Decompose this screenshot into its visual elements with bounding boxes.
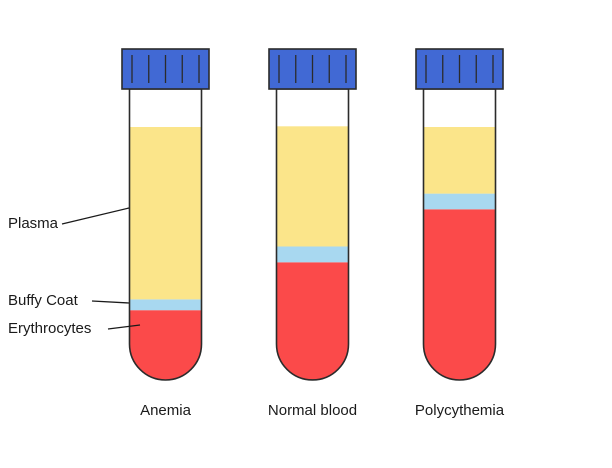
svg-text:Plasma: Plasma: [8, 215, 59, 232]
svg-text:Erythrocytes: Erythrocytes: [8, 320, 91, 337]
svg-text:Normal blood: Normal blood: [268, 402, 357, 419]
svg-text:Polycythemia: Polycythemia: [415, 402, 505, 419]
svg-text:Buffy Coat: Buffy Coat: [8, 292, 79, 309]
svg-text:Anemia: Anemia: [140, 402, 192, 419]
